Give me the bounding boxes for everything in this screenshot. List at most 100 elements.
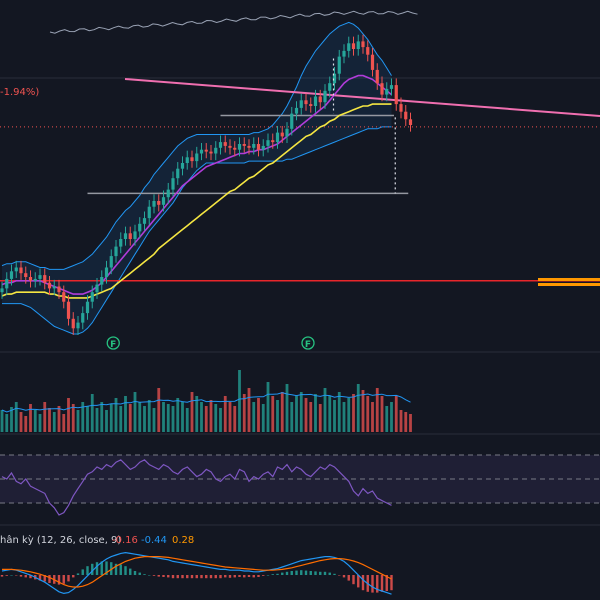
macd-histogram-bar	[371, 575, 374, 593]
volume-bar	[276, 400, 279, 432]
candle	[47, 276, 52, 296]
macd-histogram-bar	[271, 574, 274, 575]
macd-histogram-bar	[181, 575, 184, 579]
volume-bar	[29, 404, 32, 432]
volume-bar	[347, 398, 351, 432]
volume-bar	[86, 406, 89, 432]
candle-body	[209, 151, 213, 154]
candle-body	[256, 144, 261, 150]
volume-bar	[266, 382, 270, 432]
candle	[290, 106, 294, 136]
candle-body	[57, 286, 61, 293]
candle	[318, 89, 322, 109]
volume-bar	[219, 408, 222, 432]
candle-body	[100, 277, 104, 285]
f-marker-label: F	[305, 340, 311, 350]
macd-histogram-bar	[76, 573, 80, 575]
volume-layer	[0, 370, 412, 432]
candle	[299, 93, 303, 115]
candle-body	[389, 85, 394, 89]
volume-bar	[409, 414, 412, 432]
candle-body	[66, 301, 71, 319]
candle-body	[104, 267, 109, 277]
price-layer	[0, 21, 600, 335]
candle-body	[332, 73, 337, 84]
volume-bar	[195, 396, 199, 432]
candle	[256, 137, 261, 157]
volume-bar	[352, 394, 355, 432]
macd-histogram-bar	[319, 571, 322, 575]
volume-bar	[181, 402, 184, 432]
volume-bar	[323, 388, 327, 432]
candle-body	[142, 218, 147, 224]
volume-bar	[62, 414, 66, 432]
macd-histogram-bar	[10, 575, 13, 576]
macd-histogram-bar	[266, 575, 270, 576]
macd-histogram-bar	[214, 575, 217, 579]
volume-bar	[185, 408, 189, 432]
macd-histogram-bar	[124, 566, 127, 575]
macd-value: -0.16	[112, 535, 138, 546]
volume-bar	[33, 410, 37, 432]
candle	[33, 272, 37, 288]
candle	[280, 125, 284, 144]
macd-histogram-bar	[262, 575, 265, 576]
candle-body	[52, 286, 56, 289]
volume-bar	[14, 402, 18, 432]
volume-bar	[233, 406, 237, 432]
bollinger-lower-line	[2, 126, 392, 335]
candle	[138, 217, 142, 239]
candle-body	[223, 142, 227, 146]
volume-pane[interactable]	[0, 370, 600, 435]
candle	[62, 285, 66, 309]
candle	[285, 122, 289, 144]
volume-bar	[157, 388, 161, 432]
volume-bar	[385, 406, 389, 432]
macd-histogram-bar	[195, 575, 198, 579]
volume-bar	[223, 396, 227, 432]
volume-bar	[147, 400, 151, 432]
volume-bar	[295, 396, 298, 432]
candle	[361, 34, 365, 54]
macd-histogram-bar	[219, 575, 222, 579]
candle	[157, 194, 161, 212]
candle-body	[304, 100, 308, 105]
volume-bar	[252, 402, 256, 432]
volume-bar	[342, 402, 346, 432]
candle	[19, 260, 23, 280]
candle	[161, 190, 166, 212]
macd-histogram-bar	[380, 575, 384, 592]
macd-histogram-bar	[57, 575, 61, 585]
volume-bar	[394, 396, 398, 432]
volume-bar	[209, 400, 213, 432]
volume-bar	[52, 412, 56, 432]
candle	[323, 84, 327, 109]
macd-histogram-bar	[29, 575, 32, 579]
volume-bar	[138, 402, 142, 432]
candle-body	[199, 149, 204, 154]
candle	[304, 93, 308, 111]
candle-body	[190, 157, 194, 162]
macd-histogram-bar	[138, 572, 141, 575]
candle-body	[9, 271, 14, 279]
candle-body	[119, 239, 123, 247]
macd-histogram-bar	[81, 569, 84, 575]
macd-histogram-bar	[295, 570, 298, 575]
candle	[128, 226, 132, 246]
bollinger-band-fill	[2, 22, 392, 335]
volume-bar	[366, 396, 370, 432]
volume-bar	[214, 404, 218, 432]
macd-histogram-bar	[342, 575, 346, 578]
candle	[366, 40, 370, 62]
candle	[214, 141, 218, 161]
macd-histogram-bar	[24, 575, 27, 578]
macd-pane[interactable]: hân kỳ (12, 26, close, 9) -0.16 -0.44 0.…	[0, 534, 393, 595]
macd-histogram-bar	[390, 575, 393, 591]
macd-histogram-bar	[143, 574, 146, 575]
rsi-pane[interactable]	[0, 454, 600, 526]
candle-body	[180, 163, 185, 169]
macd-histogram-bar	[238, 575, 241, 577]
macd-histogram-bar	[347, 575, 350, 581]
